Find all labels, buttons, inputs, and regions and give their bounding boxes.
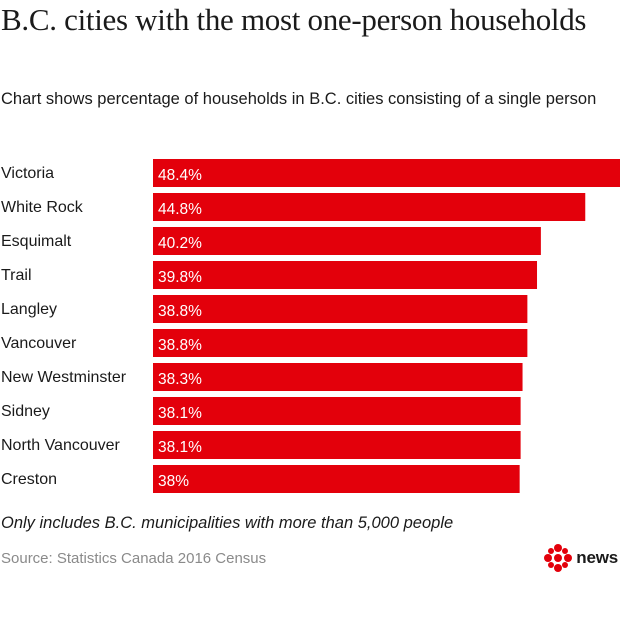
data-label: 39.8% <box>158 269 202 286</box>
cbc-gem-icon <box>544 544 573 572</box>
bar <box>153 431 521 459</box>
data-label: 38.8% <box>158 337 202 354</box>
category-label: White Rock <box>1 199 84 216</box>
category-label: New Westminster <box>1 369 127 386</box>
footnote: Only includes B.C. municipalities with m… <box>1 514 454 532</box>
cbc-news-logo: news <box>543 544 618 572</box>
bar <box>153 193 586 221</box>
bar <box>153 261 538 289</box>
data-label: 38.3% <box>158 371 202 388</box>
data-label: 38% <box>158 473 189 490</box>
data-label: 38.1% <box>158 405 202 422</box>
bar <box>153 295 528 323</box>
chart-subtitle: Chart shows percentage of households in … <box>1 90 597 108</box>
bar <box>153 159 620 187</box>
bar <box>153 465 520 493</box>
category-label: Trail <box>1 267 32 284</box>
bar-chart: Victoria 48.4% White Rock 44.8% Esquimalt 40.… <box>1 159 620 493</box>
category-label: North Vancouver <box>1 437 121 454</box>
category-label: Vancouver <box>1 335 77 352</box>
category-label: Creston <box>1 471 57 488</box>
source-credit: Source: Statistics Canada 2016 Census <box>1 550 267 567</box>
bar <box>153 397 521 425</box>
category-label: Langley <box>1 301 57 318</box>
bar <box>153 329 528 357</box>
category-label: Victoria <box>1 165 54 182</box>
bar <box>153 363 523 391</box>
category-label: Sidney <box>1 403 50 420</box>
chart-title: B.C. cities with the most one-person hou… <box>1 2 587 37</box>
data-label: 40.2% <box>158 235 202 252</box>
data-label: 38.8% <box>158 303 202 320</box>
data-label: 48.4% <box>158 167 202 184</box>
brand-name: news <box>576 548 618 567</box>
bar <box>153 227 541 255</box>
data-label: 38.1% <box>158 439 202 456</box>
category-label: Esquimalt <box>1 233 72 250</box>
data-label: 44.8% <box>158 201 202 218</box>
